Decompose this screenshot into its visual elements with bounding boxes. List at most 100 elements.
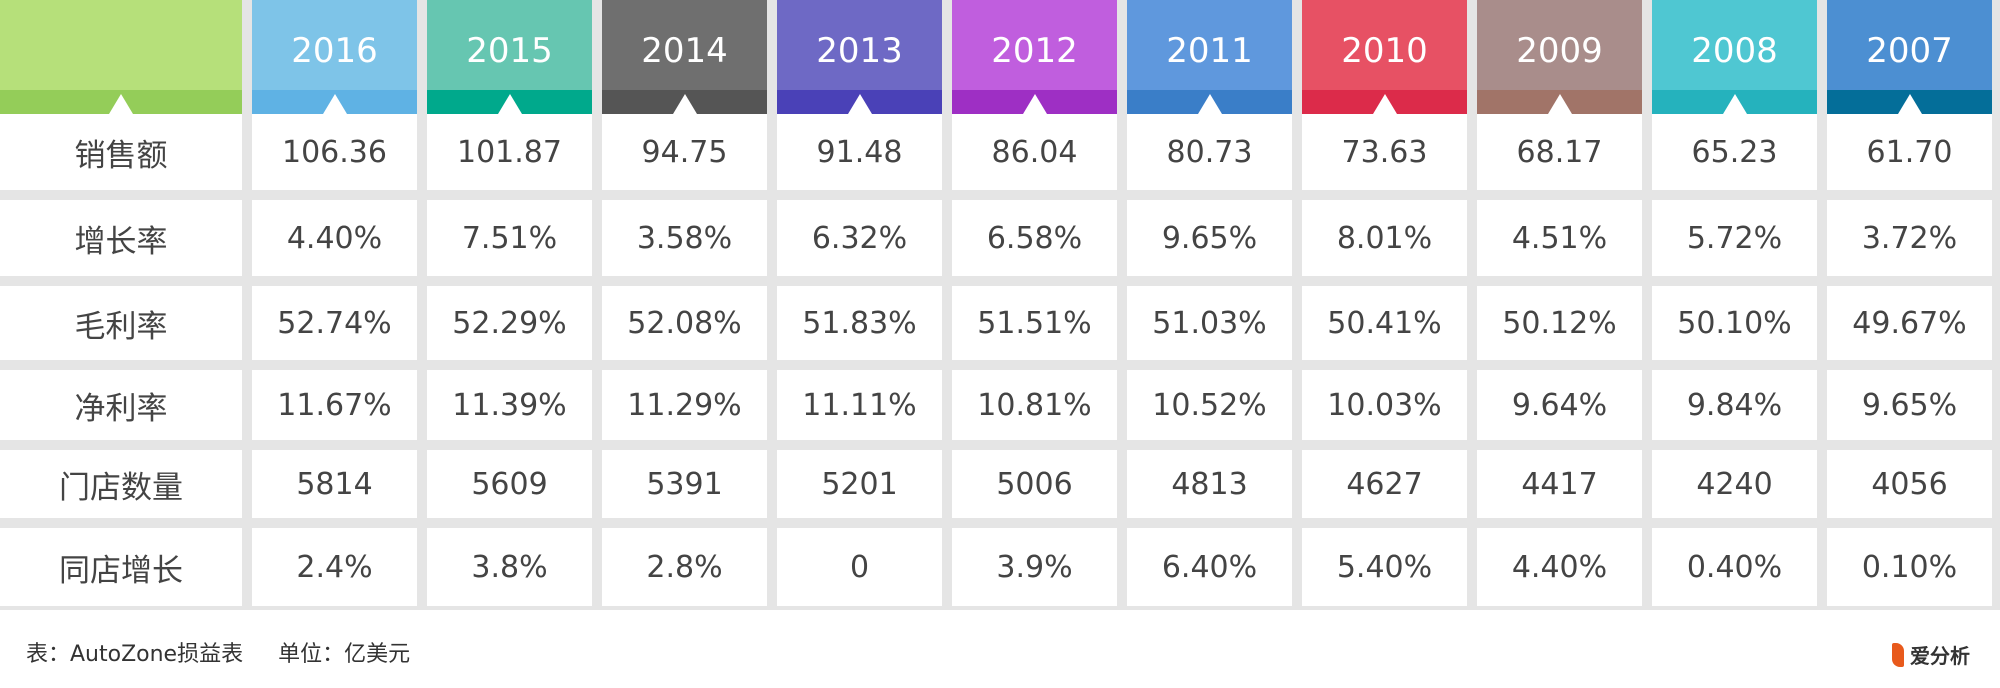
header-year-2015: 2015	[427, 0, 592, 114]
table-cell: 4813	[1127, 450, 1292, 518]
table-cell: 11.67%	[252, 370, 417, 440]
header-notch	[847, 94, 872, 114]
row-label: 净利率	[0, 370, 242, 440]
row-label: 门店数量	[0, 450, 242, 518]
table-cell: 9.65%	[1127, 200, 1292, 276]
table-cell: 8.01%	[1302, 200, 1467, 276]
year-label: 2009	[1516, 31, 1603, 71]
table-cell: 6.58%	[952, 200, 1117, 276]
row-label: 增长率	[0, 200, 242, 276]
table-cell: 86.04	[952, 114, 1117, 190]
table-cell: 0	[777, 528, 942, 606]
table-cell: 10.03%	[1302, 370, 1467, 440]
header-year-2010: 2010	[1302, 0, 1467, 114]
year-label: 2012	[991, 31, 1078, 71]
year-label: 2010	[1341, 31, 1428, 71]
table-cell: 50.10%	[1652, 286, 1817, 360]
table-cell: 52.74%	[252, 286, 417, 360]
table-cell: 4.51%	[1477, 200, 1642, 276]
table-cell: 9.64%	[1477, 370, 1642, 440]
table-cell: 11.11%	[777, 370, 942, 440]
row-label: 同店增长	[0, 528, 242, 606]
header-year-2013: 2013	[777, 0, 942, 114]
data-table: 2016 2015 2014 2013 2012 2011 2010 2009 2008 2007…	[0, 0, 2000, 610]
header-corner	[0, 0, 242, 114]
caption-title: 表：AutoZone损益表	[26, 642, 244, 667]
table-cell: 3.58%	[602, 200, 767, 276]
header-year-2011: 2011	[1127, 0, 1292, 114]
header-notch	[1197, 94, 1222, 114]
header-year-2008: 2008	[1652, 0, 1817, 114]
table-cell: 5006	[952, 450, 1117, 518]
year-label: 2013	[816, 31, 903, 71]
table-cell: 4.40%	[1477, 528, 1642, 606]
table-cell: 5.40%	[1302, 528, 1467, 606]
row-label: 销售额	[0, 114, 242, 190]
year-label: 2011	[1166, 31, 1253, 71]
table-cell: 49.67%	[1827, 286, 1992, 360]
table-cell: 50.12%	[1477, 286, 1642, 360]
header-notch	[1897, 94, 1922, 114]
table-cell: 4417	[1477, 450, 1642, 518]
table-cell: 9.84%	[1652, 370, 1817, 440]
table-cell: 50.41%	[1302, 286, 1467, 360]
table-cell: 4627	[1302, 450, 1467, 518]
table-cell: 5.72%	[1652, 200, 1817, 276]
year-label: 2014	[641, 31, 728, 71]
table-cell: 2.8%	[602, 528, 767, 606]
year-label: 2016	[291, 31, 378, 71]
table-cell: 5814	[252, 450, 417, 518]
table-cell: 2.4%	[252, 528, 417, 606]
header-year-2007: 2007	[1827, 0, 1992, 114]
header-year-2012: 2012	[952, 0, 1117, 114]
header-notch	[1372, 94, 1397, 114]
header-notch	[109, 94, 133, 114]
header-notch	[1722, 94, 1747, 114]
header-year-2009: 2009	[1477, 0, 1642, 114]
table-cell: 7.51%	[427, 200, 592, 276]
table-cell: 4240	[1652, 450, 1817, 518]
year-label: 2007	[1866, 31, 1953, 71]
header-notch	[322, 94, 347, 114]
table-cell: 9.65%	[1827, 370, 1992, 440]
table-cell: 5609	[427, 450, 592, 518]
table-cell: 80.73	[1127, 114, 1292, 190]
table-cell: 106.36	[252, 114, 417, 190]
table-cell: 61.70	[1827, 114, 1992, 190]
table-cell: 52.29%	[427, 286, 592, 360]
table-cell: 51.03%	[1127, 286, 1292, 360]
table-cell: 3.72%	[1827, 200, 1992, 276]
logo-mark-icon	[1892, 642, 1904, 667]
table-cell: 5201	[777, 450, 942, 518]
table-cell: 52.08%	[602, 286, 767, 360]
table-cell: 65.23	[1652, 114, 1817, 190]
table-cell: 101.87	[427, 114, 592, 190]
table-cell: 0.10%	[1827, 528, 1992, 606]
footer: 表：AutoZone损益表 单位：亿美元 爱分析	[0, 610, 2000, 688]
caption-unit: 单位：亿美元	[278, 642, 411, 667]
header-notch	[497, 94, 522, 114]
table-cell: 11.39%	[427, 370, 592, 440]
table-cell: 94.75	[602, 114, 767, 190]
table-cell: 10.52%	[1127, 370, 1292, 440]
header-year-2016: 2016	[252, 0, 417, 114]
table-cell: 5391	[602, 450, 767, 518]
logo-text: 爱分析	[1910, 644, 1970, 668]
table-cell: 3.8%	[427, 528, 592, 606]
table-caption: 表：AutoZone损益表 单位：亿美元	[26, 636, 438, 668]
table-cell: 0.40%	[1652, 528, 1817, 606]
row-label: 毛利率	[0, 286, 242, 360]
table-cell: 73.63	[1302, 114, 1467, 190]
table-cell: 51.83%	[777, 286, 942, 360]
table-cell: 68.17	[1477, 114, 1642, 190]
header-year-2014: 2014	[602, 0, 767, 114]
table-cell: 3.9%	[952, 528, 1117, 606]
table-cell: 11.29%	[602, 370, 767, 440]
table-cell: 6.32%	[777, 200, 942, 276]
year-label: 2015	[466, 31, 553, 71]
table-cell: 91.48	[777, 114, 942, 190]
table-cell: 10.81%	[952, 370, 1117, 440]
table-cell: 4056	[1827, 450, 1992, 518]
header-notch	[672, 94, 697, 114]
table-cell: 4.40%	[252, 200, 417, 276]
